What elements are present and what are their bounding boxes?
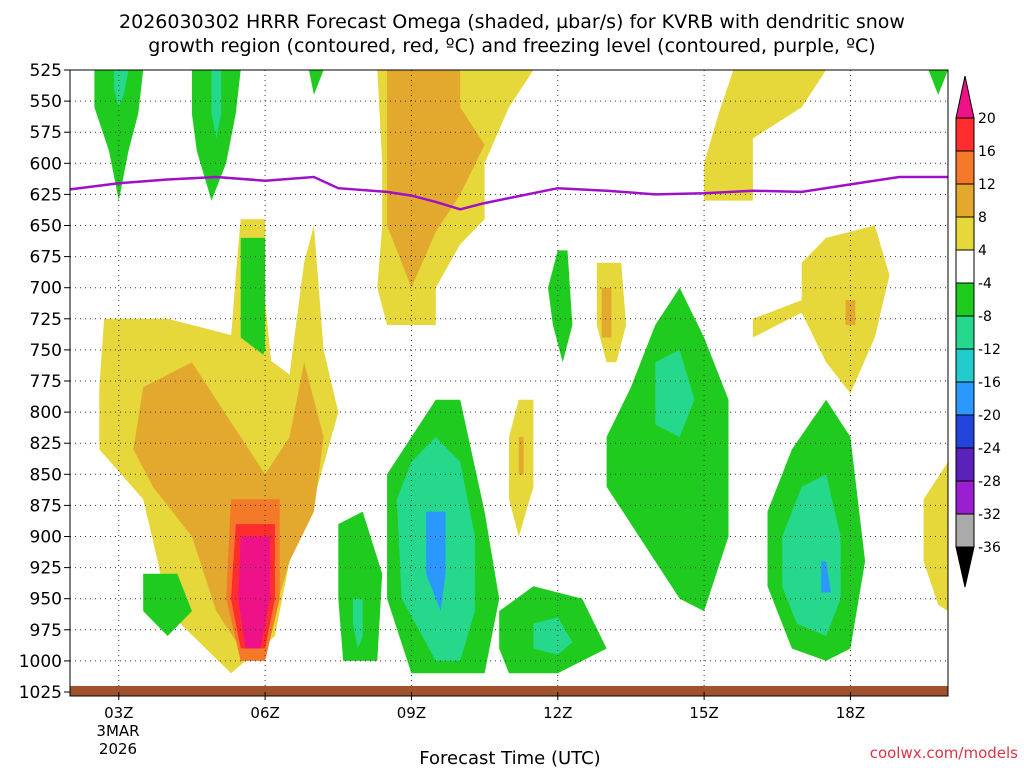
x-tick-label: 15Z [689, 704, 718, 722]
y-tick-label: 550 [30, 92, 62, 112]
x-tick-label: 09Z [397, 704, 426, 722]
x-axis-ticks: 03Z 06Z 09Z 12Z 15Z 18Z [104, 692, 865, 722]
omega-region-35 [821, 561, 831, 593]
colorbar-swatch [955, 414, 975, 449]
colorbar-swatch [955, 381, 975, 416]
x-tick-label: 03Z [104, 704, 133, 722]
colorbar-label: 4 [978, 243, 987, 259]
omega-region-15 [238, 536, 270, 649]
colorbar-label: -28 [978, 474, 1001, 490]
omega-region-5 [928, 70, 948, 95]
colorbar-label: -12 [978, 342, 1001, 358]
chart-title-line1: 2026030302 HRRR Forecast Omega (shaded, … [119, 11, 905, 33]
colorbar-label: -32 [978, 507, 1001, 523]
x-tick-label: 06Z [250, 704, 279, 722]
omega-region-25 [518, 437, 524, 475]
colorbar-label: -8 [978, 309, 992, 325]
y-tick-label: 875 [30, 496, 62, 516]
omega-shading [94, 70, 948, 674]
omega-region-16 [143, 573, 192, 636]
y-tick-label: 675 [30, 248, 62, 268]
omega-region-8 [704, 70, 827, 201]
y-tick-label: 950 [30, 590, 62, 610]
colorbar-swatch [955, 183, 975, 218]
colorbar-label: -24 [978, 441, 1001, 457]
colorbar-swatch [955, 480, 975, 515]
colorbar-label: 12 [978, 177, 996, 193]
colorbar-swatch [955, 348, 975, 383]
x-tick-label: 12Z [543, 704, 572, 722]
omega-region-32 [845, 300, 856, 325]
colorbar-swatch [955, 447, 975, 482]
colorbar-label: -4 [978, 276, 992, 292]
colorbar-label: 20 [978, 111, 996, 127]
colorbar-label: 8 [978, 210, 987, 226]
y-tick-label: 1025 [19, 683, 62, 703]
omega-region-23 [533, 617, 573, 655]
colorbar-top-arrow [955, 75, 975, 119]
x-axis-label: Forecast Time (UTC) [419, 748, 600, 768]
omega-region-7 [387, 70, 485, 288]
y-tick-label: 1000 [19, 652, 62, 672]
omega-region-28 [601, 287, 612, 338]
y-tick-label: 825 [30, 434, 62, 454]
colorbar-label: -16 [978, 375, 1001, 391]
y-tick-label: 925 [30, 559, 62, 579]
omega-region-31 [752, 225, 890, 394]
y-tick-label: 900 [30, 528, 62, 548]
y-tick-label: 625 [30, 185, 62, 205]
y-tick-label: 600 [30, 154, 62, 174]
y-tick-label: 800 [30, 403, 62, 423]
chart-title-line2: growth region (contoured, red, ºC) and f… [148, 35, 875, 57]
freezing-level-layer [69, 175, 948, 211]
omega-region-17 [338, 511, 383, 661]
x-tick-label: 18Z [836, 704, 865, 722]
plot-frame [69, 69, 949, 697]
colorbar-label: -36 [978, 540, 1001, 556]
colorbar-swatch [955, 216, 975, 251]
freezing-level-line [69, 175, 948, 211]
omega-region-3 [211, 70, 222, 139]
colorbar-bottom-arrow [955, 546, 975, 588]
credit-text[interactable]: coolwx.com/models [870, 744, 1018, 762]
omega-region-29 [606, 287, 729, 612]
y-tick-label: 650 [30, 217, 62, 237]
y-tick-label: 700 [30, 279, 62, 299]
colorbar-swatch [955, 249, 975, 284]
colorbar-swatch [955, 282, 975, 317]
date-label-line2: 2026 [99, 740, 137, 758]
date-label-line1: 3MAR [96, 722, 139, 740]
omega-region-30 [655, 349, 695, 437]
colorbar-label: 16 [978, 144, 996, 160]
colorbar: 20 16 12 8 4 -4 -8 -12 -16 -20 -24 -28 -32 -36 [955, 75, 1001, 588]
y-tick-label: 975 [30, 621, 62, 641]
y-tick-label: 725 [30, 310, 62, 330]
y-tick-label: 575 [30, 123, 62, 143]
colorbar-label: -20 [978, 408, 1001, 424]
y-tick-label: 750 [30, 341, 62, 361]
colorbar-swatch [955, 315, 975, 350]
colorbar-swatch [955, 150, 975, 185]
omega-region-34 [782, 474, 841, 636]
omega-region-26 [548, 250, 573, 363]
colorbar-swatch [955, 117, 975, 152]
omega-region-1 [113, 70, 129, 108]
colorbar-swatch [955, 513, 975, 548]
y-tick-label: 525 [30, 61, 62, 81]
y-axis-ticks: 525 550 575 600 625 650 675 700 725 750 775 800 825 8… [19, 61, 70, 703]
omega-region-4 [309, 70, 324, 95]
y-tick-label: 775 [30, 372, 62, 392]
y-tick-label: 850 [30, 465, 62, 485]
ground-strip [70, 686, 948, 696]
omega-region-18 [352, 598, 363, 649]
grid-lines [70, 70, 948, 692]
